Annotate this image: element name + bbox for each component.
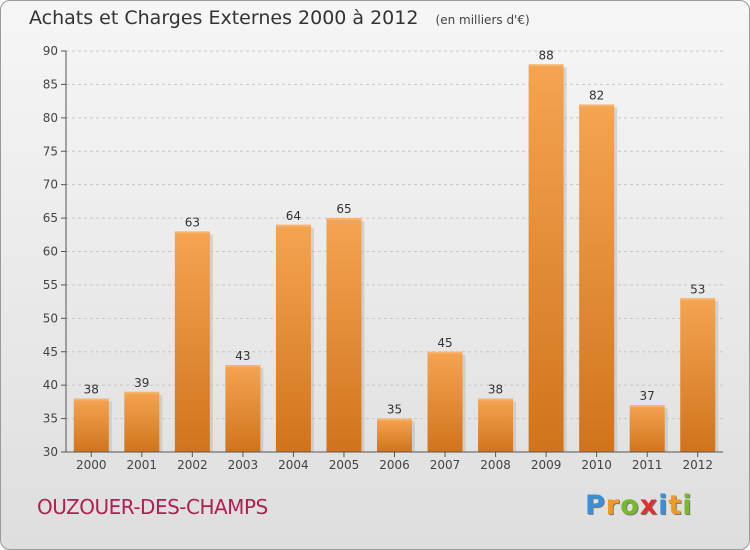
chart-title: Achats et Charges Externes 2000 à 2012	[29, 7, 419, 29]
y-tick-label: 65	[43, 211, 58, 225]
bar-top	[680, 298, 716, 301]
bar	[326, 218, 362, 452]
bar-top	[427, 351, 463, 354]
x-tick-label: 2012	[682, 458, 713, 472]
bar	[124, 391, 160, 452]
bar-value-label: 38	[84, 383, 99, 397]
bar-top	[629, 405, 665, 408]
x-tick-label: 2007	[430, 458, 461, 472]
bar	[427, 351, 463, 452]
bar-top	[73, 398, 109, 401]
x-tick-label: 2004	[278, 458, 309, 472]
y-tick-label: 35	[43, 412, 58, 426]
y-tick-label: 55	[43, 278, 58, 292]
x-tick-label: 2005	[329, 458, 360, 472]
bar-top	[377, 418, 412, 421]
bar-value-label: 53	[690, 282, 705, 296]
chart-unit: (en milliers d'€)	[435, 13, 530, 27]
bar-top	[579, 104, 615, 107]
bar	[478, 398, 514, 452]
bar	[73, 398, 109, 452]
x-tick-label: 2002	[177, 458, 208, 472]
bar-top	[225, 365, 261, 368]
bar-value-label: 63	[185, 215, 200, 229]
bar	[174, 231, 210, 452]
bar-value-label: 45	[437, 336, 452, 350]
logo-letter: o	[620, 490, 640, 521]
bar-value-label: 43	[235, 349, 250, 363]
chart-header: Achats et Charges Externes 2000 à 2012 (…	[29, 7, 530, 29]
bar-value-label: 38	[488, 383, 503, 397]
y-tick-label: 50	[43, 311, 58, 325]
bar	[275, 224, 311, 452]
logo-letter: r	[605, 490, 621, 521]
y-tick-label: 70	[43, 178, 58, 192]
bar	[629, 405, 665, 452]
logo-letter: i	[682, 490, 693, 521]
bar-value-label: 37	[640, 389, 655, 403]
bar-top	[124, 391, 160, 394]
bar-value-label: 64	[286, 209, 301, 223]
bar	[528, 64, 564, 452]
x-tick-label: 2011	[632, 458, 663, 472]
bar-value-label: 88	[538, 48, 553, 62]
bar-top	[174, 231, 210, 234]
x-tick-label: 2008	[480, 458, 511, 472]
bar	[377, 418, 412, 452]
bar	[225, 365, 261, 452]
x-tick-label: 2010	[581, 458, 612, 472]
bar	[680, 298, 716, 452]
y-tick-label: 30	[43, 445, 58, 459]
bar-top	[528, 64, 564, 67]
bar-top	[478, 398, 514, 401]
logo-letter: i	[658, 490, 669, 521]
logo-letter: x	[639, 490, 659, 521]
logo-letter: P	[585, 490, 606, 521]
x-tick-label: 2000	[76, 458, 107, 472]
bar-value-label: 35	[387, 403, 402, 417]
y-tick-label: 75	[43, 144, 58, 158]
y-tick-label: 85	[43, 77, 58, 91]
bar-value-label: 39	[134, 376, 149, 390]
logo-letter: t	[668, 490, 683, 521]
y-tick-label: 90	[43, 44, 58, 58]
bar-top	[275, 224, 311, 227]
bar-value-label: 82	[589, 88, 604, 102]
y-tick-label: 60	[43, 245, 58, 259]
y-tick-label: 80	[43, 111, 58, 125]
x-tick-label: 2009	[531, 458, 562, 472]
y-tick-label: 40	[43, 378, 58, 392]
bar-value-label: 65	[336, 202, 351, 216]
bar	[579, 104, 615, 452]
x-tick-label: 2003	[228, 458, 259, 472]
bar-top	[326, 218, 362, 221]
x-tick-label: 2001	[127, 458, 158, 472]
x-tick-label: 2006	[379, 458, 410, 472]
proxiti-logo: Proxiti	[585, 490, 693, 521]
commune-name: OUZOUER-DES-CHAMPS	[37, 495, 268, 519]
y-tick-label: 45	[43, 345, 58, 359]
